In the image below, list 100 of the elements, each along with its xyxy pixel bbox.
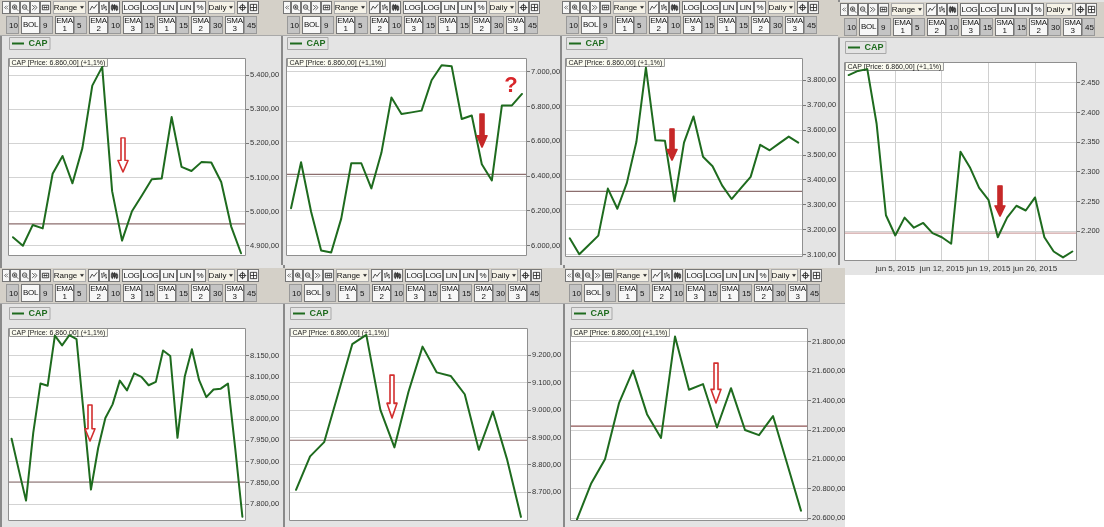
button: SMA 3 (788, 284, 807, 302)
number-field: 5 (637, 284, 650, 302)
legend-label: CAP (28, 37, 48, 48)
button: LOG (422, 1, 441, 14)
button: EMA 2 (652, 284, 671, 302)
legend-label: CAP (590, 307, 610, 318)
number-field: 9 (40, 284, 53, 302)
dropdown: Daily (771, 269, 798, 282)
button: SMA 2 (751, 16, 770, 34)
number-field: 10 (569, 284, 582, 302)
legend-label: CAP (585, 37, 605, 48)
number-field: 15 (736, 16, 749, 34)
button: SMA 1 (995, 18, 1014, 36)
x-tick-label: jun 12, 2015 (918, 264, 965, 273)
button: LIN (460, 269, 477, 282)
button: LOG (960, 3, 979, 16)
number-field: 9 (603, 284, 616, 302)
number-field: 15 (705, 284, 718, 302)
button: LIN (441, 1, 458, 14)
button: EMA 3 (961, 18, 980, 36)
button: EMA 3 (123, 16, 142, 34)
button: LOG (701, 1, 720, 14)
number-field: 10 (389, 16, 402, 34)
number-field: 10 (844, 18, 857, 36)
button: SMA 3 (225, 16, 244, 34)
number-field: 15 (142, 16, 155, 34)
number-field: 10 (668, 16, 681, 34)
number-field: 15 (176, 284, 189, 302)
button: LOG (979, 3, 998, 16)
dropdown: Daily (208, 1, 235, 14)
button: LIN (1015, 3, 1032, 16)
button: BOL (859, 18, 878, 36)
button: EMA 1 (618, 284, 637, 302)
button: EMA 2 (372, 284, 391, 302)
number-field: 10 (289, 284, 302, 302)
button: EMA 3 (404, 16, 423, 34)
x-tick-label: jun 26, 2015 (1012, 264, 1058, 273)
button: LOG (405, 269, 424, 282)
button: % (1032, 3, 1044, 16)
button: LIN (998, 3, 1015, 16)
button: EMA 1 (893, 18, 912, 36)
number-field: 45 (525, 16, 538, 34)
number-field: 30 (210, 284, 223, 302)
button: SMA 3 (508, 284, 527, 302)
number-field: 9 (40, 16, 53, 34)
button: SMA 2 (754, 284, 773, 302)
number-field: 5 (634, 16, 647, 34)
number-field: 5 (74, 16, 87, 34)
button: EMA 1 (55, 16, 74, 34)
dropdown: Range (616, 269, 649, 282)
button: SMA 2 (474, 284, 493, 302)
number-field: 45 (244, 16, 257, 34)
button: BOL (21, 16, 40, 34)
button: SMA 2 (1029, 18, 1048, 36)
dropdown: Range (336, 269, 369, 282)
number-field: 15 (423, 16, 436, 34)
number-field: 45 (807, 284, 820, 302)
dropdown: Daily (208, 269, 235, 282)
number-field: 15 (457, 16, 470, 34)
button: % (757, 269, 769, 282)
button: % (194, 269, 206, 282)
button: LIN (160, 1, 177, 14)
button: BOL (581, 16, 600, 34)
button: LOG (704, 269, 723, 282)
button: SMA 2 (472, 16, 491, 34)
button: LIN (443, 269, 460, 282)
button: SMA 1 (720, 284, 739, 302)
number-field: 30 (1048, 18, 1061, 36)
button: EMA 3 (406, 284, 425, 302)
button: BOL (21, 284, 40, 302)
button: SMA 2 (191, 16, 210, 34)
button: % (754, 1, 766, 14)
dropdown: Daily (1046, 3, 1073, 16)
button: LIN (458, 1, 475, 14)
button: EMA 2 (89, 16, 108, 34)
number-field: 5 (912, 18, 925, 36)
annotation: ? (504, 72, 518, 98)
number-field: 10 (671, 284, 684, 302)
button: LIN (177, 1, 194, 14)
number-field: 10 (108, 16, 121, 34)
button: EMA 2 (89, 284, 108, 302)
number-field: 10 (6, 16, 19, 34)
number-field: 5 (355, 16, 368, 34)
dropdown: Range (53, 269, 86, 282)
button: LIN (177, 269, 194, 282)
button: EMA 2 (927, 18, 946, 36)
button: LOG (424, 269, 443, 282)
dropdown: Daily (491, 269, 518, 282)
button: SMA 1 (717, 16, 736, 34)
button: LIN (737, 1, 754, 14)
button: EMA 3 (683, 16, 702, 34)
button: LOG (122, 1, 141, 14)
button: EMA 1 (338, 284, 357, 302)
number-field: 15 (425, 284, 438, 302)
button: LIN (720, 1, 737, 14)
dropdown: Range (891, 3, 924, 16)
button: EMA 1 (336, 16, 355, 34)
number-field: 9 (878, 18, 891, 36)
button: % (194, 1, 206, 14)
number-field: 45 (804, 16, 817, 34)
